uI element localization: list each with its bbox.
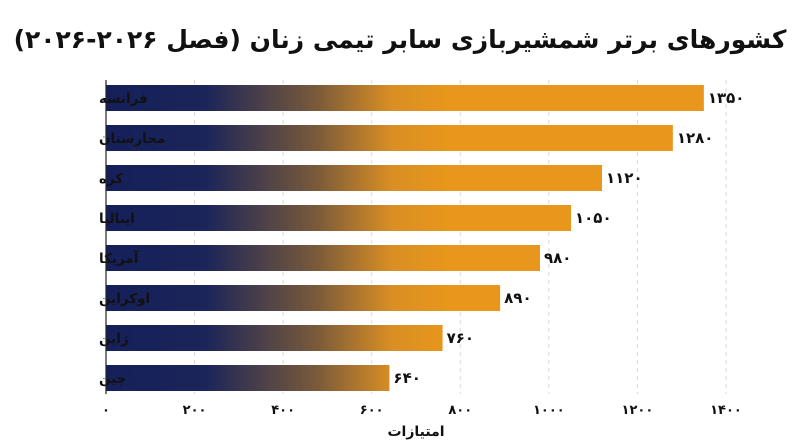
- category-label: کره: [99, 171, 123, 187]
- value-label: ۸۹۰: [504, 289, 531, 307]
- bar: [106, 125, 673, 151]
- bar: [106, 85, 704, 111]
- x-tick-label: ۰: [102, 403, 110, 418]
- category-label: فرانسه: [99, 91, 148, 107]
- bars-layer: [106, 85, 704, 391]
- category-label: ایتالیا: [99, 211, 135, 227]
- x-axis-label: امتیازات: [387, 424, 444, 440]
- bar: [106, 365, 390, 391]
- value-label: ۱۲۸۰: [677, 129, 714, 147]
- x-tick-label: ۲۰۰: [183, 403, 207, 418]
- category-label: مجارستان: [99, 131, 165, 147]
- value-label: ۱۰۵۰: [575, 209, 612, 227]
- x-tick-label: ۸۰۰: [448, 403, 472, 418]
- category-label: چین: [99, 371, 126, 387]
- category-label: اوکراین: [99, 291, 150, 307]
- value-label: ۶۴۰: [393, 369, 420, 387]
- category-label: آمریکا: [99, 250, 139, 267]
- value-label: ۹۸۰: [544, 249, 571, 267]
- x-tick-label: ۱۰۰۰: [533, 403, 565, 418]
- x-tick-label: ۱۲۰۰: [622, 403, 654, 418]
- x-tick-labels: ۰ ۲۰۰ ۴۰۰ ۶۰۰ ۸۰۰ ۱۰۰۰ ۱۲۰۰ ۱۴۰۰: [102, 403, 742, 418]
- chart-title: کشورهای برتر شمشیربازی سابر تیمی زنان (ف…: [14, 25, 787, 55]
- x-tick-label: ۱۴۰۰: [710, 403, 742, 418]
- x-tick-label: ۶۰۰: [360, 403, 384, 418]
- bar: [106, 285, 501, 311]
- value-label: ۷۶۰: [447, 329, 474, 347]
- bar: [106, 245, 540, 271]
- value-label: ۱۱۲۰: [606, 169, 643, 187]
- bar: [106, 325, 443, 351]
- bar: [106, 165, 602, 191]
- x-tick-label: ۴۰۰: [271, 403, 295, 418]
- value-label: ۱۳۵۰: [708, 89, 745, 107]
- value-labels: ۱۳۵۰ ۱۲۸۰ ۱۱۲۰ ۱۰۵۰ ۹۸۰ ۸۹۰ ۷۶۰ ۶۴۰: [393, 89, 744, 387]
- bar: [106, 205, 571, 231]
- category-label: ژاپن: [99, 331, 129, 347]
